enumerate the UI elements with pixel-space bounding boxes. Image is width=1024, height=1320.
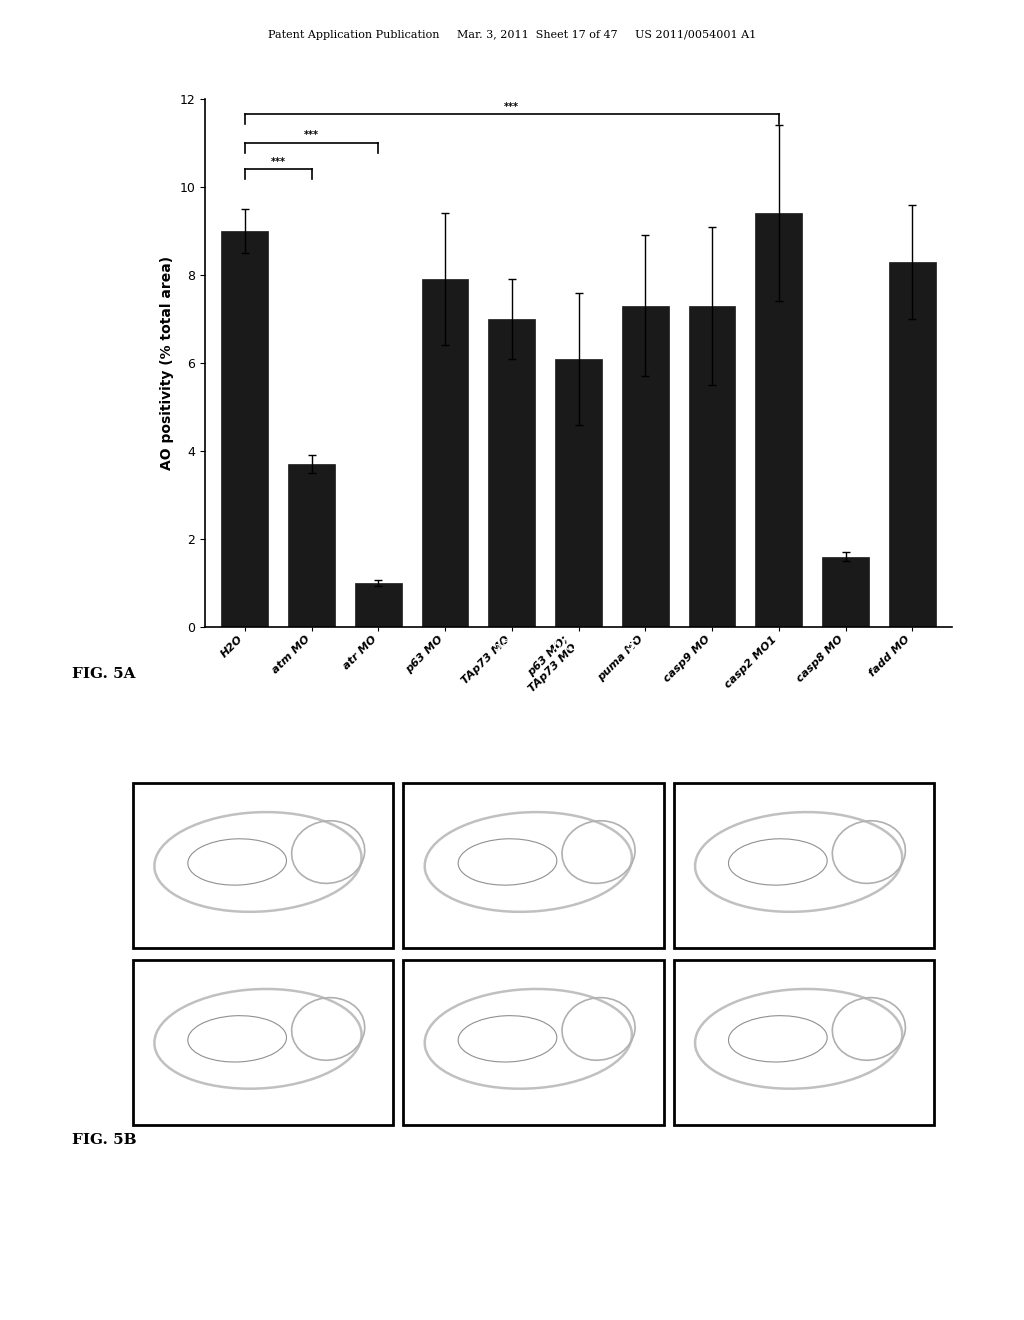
Text: casp2 MO1: casp2 MO1: [857, 1104, 926, 1113]
Text: ***: ***: [304, 131, 319, 140]
Text: puma MO: puma MO: [326, 1104, 385, 1113]
Text: casp9 MO: casp9 MO: [595, 1104, 655, 1113]
Bar: [488, 319, 536, 627]
Text: atm MO: atm MO: [878, 927, 926, 936]
Text: H2O: H2O: [359, 927, 385, 936]
Text: ***: ***: [270, 157, 286, 166]
Bar: [822, 557, 869, 627]
Bar: [422, 280, 468, 627]
Bar: [622, 306, 669, 627]
Bar: [756, 214, 802, 627]
Bar: [221, 231, 268, 627]
Bar: [689, 306, 735, 627]
Bar: [889, 261, 936, 627]
Y-axis label: AO positivity (% total area): AO positivity (% total area): [160, 256, 174, 470]
Text: atr MO: atr MO: [613, 927, 655, 936]
Text: ***: ***: [504, 102, 519, 112]
Text: FIG. 5A: FIG. 5A: [72, 667, 135, 681]
Text: $p53^{e7/e7}$ ; $chk1^{MO}$  (7.5 hpIR): $p53^{e7/e7}$ ; $chk1^{MO}$ (7.5 hpIR): [475, 635, 682, 657]
Bar: [355, 583, 401, 627]
Text: FIG. 5B: FIG. 5B: [72, 1133, 136, 1147]
Bar: [288, 465, 335, 627]
Text: Patent Application Publication     Mar. 3, 2011  Sheet 17 of 47     US 2011/0054: Patent Application Publication Mar. 3, 2…: [268, 30, 756, 41]
Text: $p53^{e7/e7}$ ; $chk1^{MO}$  (7.5 hpIR): $p53^{e7/e7}$ ; $chk1^{MO}$ (7.5 hpIR): [439, 743, 646, 766]
Bar: [555, 359, 602, 627]
